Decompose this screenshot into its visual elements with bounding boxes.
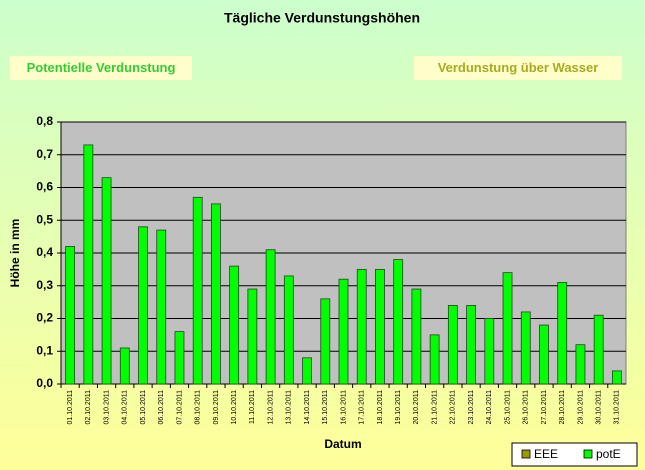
x-tick-label: 12.10.2011 (267, 390, 274, 425)
legend-swatch (521, 449, 531, 459)
bar (101, 177, 112, 385)
x-tick-label: 30.10.2011 (596, 390, 603, 425)
bar (539, 324, 549, 385)
y-tick-label: 0,6 (36, 180, 53, 194)
bar (593, 314, 604, 385)
y-axis-label: Höhe in mm (8, 219, 22, 288)
x-tick-label: 07.10.2011 (176, 390, 183, 425)
x-axis-label: Datum (324, 437, 361, 451)
y-tick-label: 0,1 (36, 343, 53, 357)
bar (575, 344, 586, 385)
x-tick-label: 23.10.2011 (468, 390, 475, 425)
bar (393, 259, 404, 385)
y-tick-label: 0,0 (36, 376, 53, 390)
bar (611, 370, 622, 385)
x-tick-label: 20.10.2011 (413, 390, 420, 425)
y-tick-label: 0,3 (36, 278, 53, 292)
x-tick-label: 22.10.2011 (450, 390, 457, 425)
x-tick-label: 24.10.2011 (486, 390, 493, 425)
bar (429, 334, 440, 385)
bar (320, 298, 331, 385)
legend-box (511, 442, 638, 467)
x-tick-label: 06.10.2011 (158, 390, 165, 425)
legend-label: potE (596, 447, 621, 461)
bar (283, 275, 294, 385)
bar (338, 278, 349, 385)
chart-title: Tägliche Verdunstungshöhen (224, 10, 420, 26)
bar (138, 226, 148, 385)
y-tick-label: 0,7 (36, 147, 53, 161)
bar (520, 311, 531, 385)
bar (466, 304, 476, 385)
bar (65, 246, 76, 385)
x-tick-label: 27.10.2011 (541, 390, 548, 425)
x-tick-label: 19.10.2011 (395, 390, 402, 425)
button-water[interactable]: Verdunstung über Wasser (414, 56, 622, 80)
x-tick-label: 05.10.2011 (140, 390, 147, 425)
legend-label: EEE (534, 447, 558, 461)
bar (265, 249, 276, 385)
x-tick-label: 10.10.2011 (231, 390, 238, 425)
bar (192, 196, 203, 385)
x-tick-label: 04.10.2011 (122, 390, 129, 425)
x-tick-label: 26.10.2011 (523, 390, 530, 425)
x-tick-label: 16.10.2011 (340, 390, 347, 425)
legend-swatch (583, 449, 593, 459)
x-tick-label: 02.10.2011 (85, 390, 92, 425)
bar (229, 265, 240, 385)
bar (356, 268, 367, 385)
x-tick-label: 29.10.2011 (577, 390, 584, 425)
bar (557, 282, 568, 385)
x-tick-label: 09.10.2011 (213, 390, 220, 425)
bar (447, 304, 458, 385)
x-tick-label: 31.10.2011 (614, 390, 621, 425)
button-potential[interactable]: Potentielle Verdunstung (10, 56, 192, 80)
bar (156, 229, 167, 385)
bar (411, 288, 422, 385)
x-tick-label: 25.10.2011 (504, 390, 511, 425)
y-tick-label: 0,2 (36, 311, 53, 325)
bar (375, 268, 385, 385)
x-tick-label: 13.10.2011 (286, 390, 293, 425)
x-tick-label: 03.10.2011 (103, 390, 110, 425)
bar (502, 272, 513, 385)
y-tick-label: 0,4 (36, 245, 53, 259)
y-tick-label: 0,5 (36, 212, 53, 226)
bar (484, 318, 495, 385)
bar (174, 331, 185, 385)
bar (247, 288, 258, 385)
bar (211, 203, 221, 385)
x-tick-label: 11.10.2011 (249, 390, 256, 424)
bar (302, 357, 312, 385)
x-tick-label: 08.10.2011 (195, 390, 202, 425)
x-tick-label: 15.10.2011 (322, 390, 329, 425)
bar (83, 144, 94, 385)
x-tick-label: 01.10.2011 (67, 390, 74, 425)
x-tick-label: 17.10.2011 (359, 390, 366, 425)
x-tick-label: 21.10.2011 (431, 390, 438, 425)
x-tick-label: 28.10.2011 (559, 390, 566, 425)
x-tick-label: 18.10.2011 (377, 390, 384, 425)
x-tick-label: 14.10.2011 (304, 390, 311, 425)
bar (119, 347, 130, 385)
y-tick-label: 0,8 (36, 114, 53, 128)
